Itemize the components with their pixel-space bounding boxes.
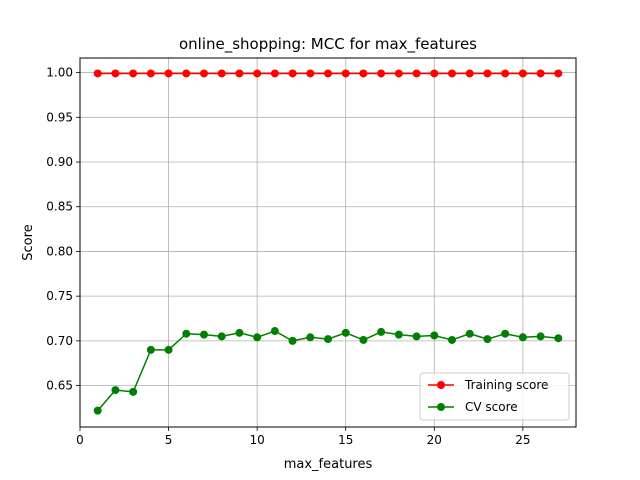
training-score-point [164, 69, 173, 78]
y-tick-label: 1.00 [46, 66, 73, 80]
cv-score-point [518, 333, 527, 342]
cv-score-point [182, 329, 191, 338]
y-tick-label: 0.85 [46, 200, 73, 214]
cv-score-point [146, 345, 155, 354]
cv-score-point [270, 327, 279, 336]
training-score-point [146, 69, 155, 78]
training-score-point [377, 69, 386, 78]
cv-score-point [412, 332, 421, 341]
cv-score-point [253, 333, 262, 342]
cv-score-point [554, 334, 563, 343]
cv-score-point [394, 330, 403, 339]
x-tick-label: 20 [427, 433, 442, 447]
legend-training-score-label: Training score [464, 378, 548, 392]
cv-score-point [235, 328, 244, 337]
training-score-point [253, 69, 262, 78]
training-score-point [306, 69, 315, 78]
y-tick-label: 0.90 [46, 155, 73, 169]
y-tick-label: 0.65 [46, 379, 73, 393]
x-axis-title: max_features [284, 457, 373, 472]
cv-score-point [377, 327, 386, 336]
x-tick-label: 15 [338, 433, 353, 447]
cv-score-point [430, 331, 439, 340]
cv-score-point [164, 345, 173, 354]
training-score-point [465, 69, 474, 78]
training-score-series [93, 69, 563, 78]
cv-score-point [111, 386, 120, 395]
chart-title: online_shopping: MCC for max_features [179, 35, 477, 54]
cv-score-series [93, 327, 563, 415]
training-score-point [341, 69, 350, 78]
training-score-point [217, 69, 226, 78]
cv-score-point [93, 406, 102, 415]
cv-score-point [465, 329, 474, 338]
legend: Training score CV score [419, 372, 570, 421]
cv-score-point [306, 333, 315, 342]
training-score-point [359, 69, 368, 78]
training-score-point [324, 69, 332, 78]
training-score-point [394, 69, 403, 78]
training-score-point [518, 69, 527, 78]
cv-score-point [324, 335, 332, 344]
plot-frame [79, 57, 577, 428]
training-score-point [111, 69, 120, 78]
y-tick-label: 0.95 [46, 110, 73, 124]
cv-score-point [501, 329, 510, 338]
cv-score-point [200, 330, 208, 339]
x-tick-label: 25 [515, 433, 530, 447]
x-tick-label: 0 [76, 433, 84, 447]
cv-score-point [288, 336, 297, 345]
training-score-point [93, 69, 102, 78]
ticks: 0 5 10 15 20 25 0.65 0.70 0.75 0.80 0.85 0.90 0.95 1.… [46, 66, 530, 447]
training-score-point [270, 69, 279, 78]
training-score-point [554, 69, 563, 78]
x-tick-label: 10 [250, 433, 265, 447]
training-score-point [501, 69, 510, 78]
cv-score-point [448, 335, 456, 344]
y-tick-label: 0.80 [46, 244, 73, 258]
cv-score-point [129, 387, 138, 396]
training-score-point [182, 69, 191, 78]
training-score-point [412, 69, 421, 78]
cv-score-point [483, 335, 492, 344]
legend-training-score-marker [437, 381, 445, 389]
series-layer [93, 69, 563, 415]
legend-box [419, 372, 570, 421]
training-score-point [129, 69, 138, 78]
training-score-point [235, 69, 244, 78]
legend-cv-score-label: CV score [465, 400, 518, 414]
y-tick-label: 0.75 [46, 289, 73, 303]
training-score-point [288, 69, 297, 78]
x-tick-label: 5 [165, 433, 173, 447]
training-score-point [483, 69, 492, 78]
training-score-point [536, 69, 545, 78]
legend-cv-score-marker [437, 403, 445, 411]
grid [79, 58, 576, 427]
cv-score-point [217, 332, 226, 341]
cv-score-point [536, 332, 545, 341]
y-tick-label: 0.70 [46, 334, 73, 348]
cv-score-point [341, 328, 350, 337]
training-score-point [200, 69, 208, 78]
y-axis-title: Score [21, 224, 36, 260]
cv-score-point [359, 335, 368, 344]
training-score-point [430, 69, 439, 78]
training-score-point [448, 69, 456, 78]
